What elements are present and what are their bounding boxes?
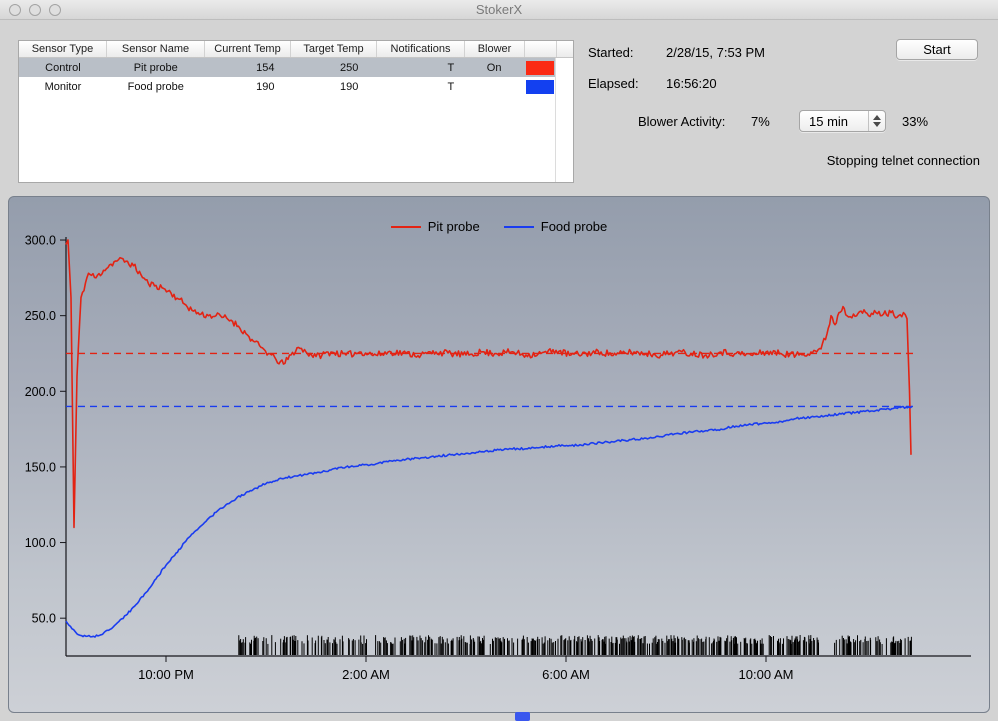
interval-percent-value: 33% <box>902 114 929 129</box>
elapsed-label: Elapsed: <box>588 76 639 91</box>
table-cell-color <box>524 77 556 96</box>
window-title: StokerX <box>475 2 523 17</box>
table-cell-current_temp: 190 <box>256 80 275 93</box>
svg-text:10:00 PM: 10:00 PM <box>138 667 194 682</box>
column-header[interactable]: Current Temp <box>205 41 291 57</box>
table-cell-sensor_type: Monitor <box>44 80 82 93</box>
bottom-blue-indicator <box>515 712 530 721</box>
table-cell-target_temp: 250 <box>339 61 359 74</box>
svg-text:50.0: 50.0 <box>32 612 56 626</box>
svg-text:6:00 AM: 6:00 AM <box>542 667 590 682</box>
legend-label: Food probe <box>540 219 608 234</box>
probe-color-swatch <box>526 60 555 75</box>
interval-select[interactable]: 15 min <box>799 110 886 132</box>
table-cell-sensor_type: Control <box>45 61 81 74</box>
close-button[interactable] <box>9 4 21 16</box>
chart-panel: 300.0 250.0 200.0 150.0 100.0 50.0 10:00 PM 2:0… <box>8 196 990 713</box>
header-strip <box>557 41 573 57</box>
table-cell-notifications: T <box>447 80 455 93</box>
minimize-button[interactable] <box>29 4 41 16</box>
table-row[interactable]: Control Pit probe 154 250 T On <box>19 58 556 77</box>
column-header[interactable]: Sensor Type <box>19 41 107 57</box>
legend-line-sample <box>390 225 421 228</box>
sensor-table-header: Sensor Type Sensor Name Current Temp Target… <box>19 41 573 58</box>
started-label: Started: <box>588 45 634 60</box>
started-value: 2/28/15, 7:53 PM <box>666 45 766 60</box>
traffic-lights <box>9 4 61 16</box>
zoom-button[interactable] <box>49 4 61 16</box>
svg-text:2:00 AM: 2:00 AM <box>342 667 390 682</box>
column-header[interactable]: Target Temp <box>291 41 377 57</box>
temperature-chart: 300.0 250.0 200.0 150.0 100.0 50.0 10:00 PM 2:0… <box>25 234 971 682</box>
sensor-table: Sensor Type Sensor Name Current Temp Target… <box>18 40 574 183</box>
column-header[interactable]: Notifications <box>377 41 465 57</box>
blower-activity-label: Blower Activity: <box>638 114 726 129</box>
status-message: Stopping telnet connection <box>826 153 980 168</box>
legend-line-sample <box>503 225 534 228</box>
table-cell-blower: On <box>486 61 502 74</box>
table-cell-current_temp: 154 <box>256 61 275 74</box>
legend-item: Food probe <box>503 219 608 234</box>
legend-item: Pit probe <box>390 219 480 234</box>
svg-text:10:00 AM: 10:00 AM <box>739 667 794 682</box>
svg-text:200.0: 200.0 <box>25 385 56 399</box>
blower-activity-value: 7% <box>751 114 770 129</box>
svg-text:300.0: 300.0 <box>25 234 56 248</box>
elapsed-value: 16:56:20 <box>666 76 717 91</box>
table-cell-color <box>524 58 556 77</box>
svg-text:150.0: 150.0 <box>25 460 56 474</box>
stepper-arrows-icon[interactable] <box>868 111 885 131</box>
table-cell-sensor_name: Food probe <box>127 80 184 93</box>
title-bar[interactable]: StokerX <box>0 0 998 20</box>
chevron-down-icon <box>873 122 881 127</box>
start-button[interactable]: Start <box>896 39 978 60</box>
svg-text:250.0: 250.0 <box>25 309 56 323</box>
table-cell-notifications: T <box>447 61 455 74</box>
table-scrollbar-track <box>555 58 573 182</box>
chevron-up-icon <box>873 115 881 120</box>
table-cell-sensor_name: Pit probe <box>133 61 178 74</box>
table-cell-target_temp: 190 <box>339 80 359 93</box>
column-header-color <box>525 41 557 57</box>
chart-legend: Pit probe Food probe <box>9 219 989 234</box>
table-cell-blower <box>464 77 524 96</box>
probe-color-swatch <box>526 79 555 94</box>
svg-text:100.0: 100.0 <box>25 536 56 550</box>
sensor-table-body: Control Pit probe 154 250 T On Monitor Food pro… <box>19 58 556 182</box>
legend-label: Pit probe <box>427 219 480 234</box>
column-header[interactable]: Sensor Name <box>107 41 205 57</box>
column-header[interactable]: Blower <box>465 41 525 57</box>
interval-select-value: 15 min <box>809 113 849 129</box>
table-row[interactable]: Monitor Food probe 190 190 T <box>19 77 556 96</box>
